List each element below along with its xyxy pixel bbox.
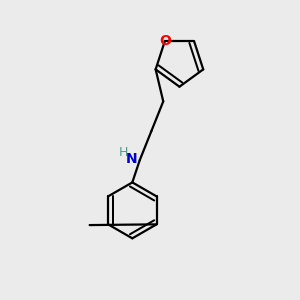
Text: O: O xyxy=(159,34,171,48)
Text: H: H xyxy=(119,146,128,159)
Text: N: N xyxy=(126,152,137,166)
